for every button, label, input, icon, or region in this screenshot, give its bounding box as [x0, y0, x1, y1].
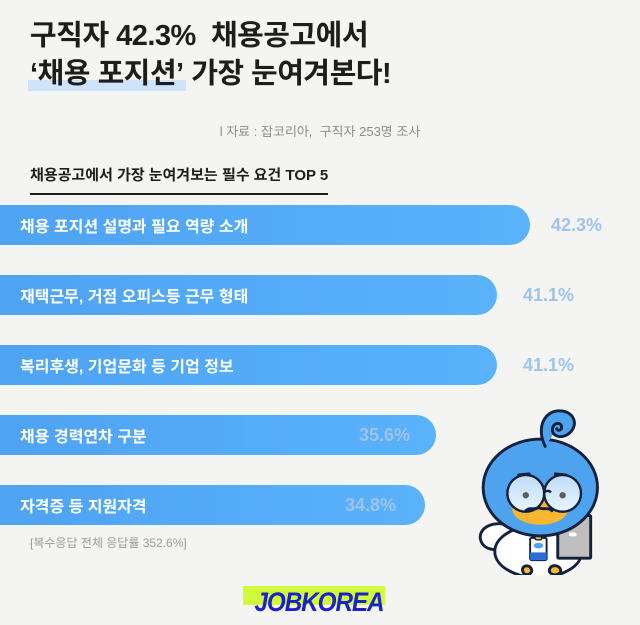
- svg-text:JOBKOREA: JOBKOREA: [254, 588, 383, 617]
